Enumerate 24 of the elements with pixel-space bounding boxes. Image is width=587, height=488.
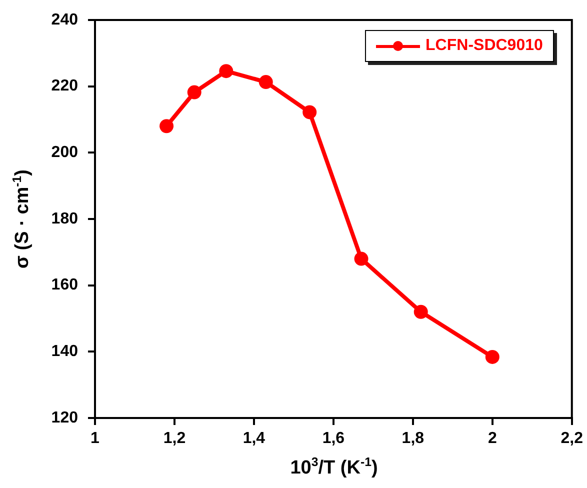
y-tick-label: 120 <box>51 409 78 426</box>
legend-label: LCFN-SDC9010 <box>426 37 543 55</box>
y-tick-label: 140 <box>51 343 78 360</box>
x-axis-title: 10$^{3}$/T (K$^{-1}$) <box>289 455 379 480</box>
point <box>302 105 317 120</box>
point <box>354 252 368 266</box>
y-tick-label: 240 <box>51 11 78 28</box>
y-tick-label: 180 <box>51 210 78 228</box>
x-tick-label: 1,2 <box>163 430 186 448</box>
point <box>258 75 273 90</box>
x-tick-label: 1,6 <box>322 430 345 448</box>
x-tick-label: 1,4 <box>242 430 266 448</box>
x-tick-label: 1 <box>90 430 100 448</box>
point <box>219 64 234 78</box>
y-tick-label: 220 <box>51 78 78 95</box>
x-tick-label: 1,8 <box>402 430 424 448</box>
x-tick-label: 2 <box>488 430 497 448</box>
point <box>160 119 174 134</box>
y-tick-label: 160 <box>51 276 78 294</box>
point <box>414 304 428 319</box>
y-tick-label: 200 <box>51 144 78 162</box>
point <box>187 85 202 100</box>
point <box>485 350 500 364</box>
x-tick-label: 2,2 <box>560 430 584 448</box>
